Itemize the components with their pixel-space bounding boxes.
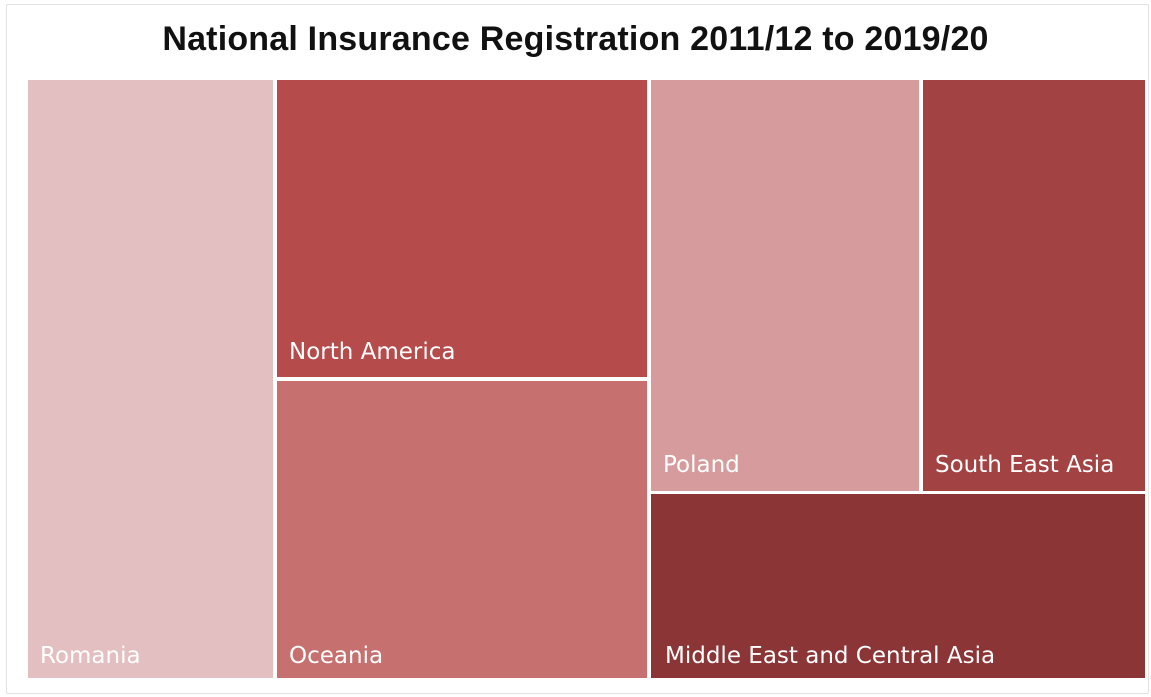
tile-poland — [651, 80, 919, 491]
tile-label-south-east-asia: South East Asia — [935, 452, 1114, 478]
tile-middle-east-and-central-asia — [651, 494, 1145, 678]
tile-romania — [28, 80, 273, 678]
tile-label-romania: Romania — [40, 643, 141, 669]
tile-south-east-asia — [923, 80, 1145, 491]
tile-label-middle-east-and-central-asia: Middle East and Central Asia — [665, 643, 995, 669]
tile-label-oceania: Oceania — [289, 643, 383, 669]
tile-oceania — [277, 381, 647, 678]
tile-label-north-america: North America — [289, 339, 456, 365]
tile-label-poland: Poland — [663, 452, 740, 478]
chart-title: National Insurance Registration 2011/12 … — [162, 20, 989, 58]
tile-north-america — [277, 80, 647, 377]
